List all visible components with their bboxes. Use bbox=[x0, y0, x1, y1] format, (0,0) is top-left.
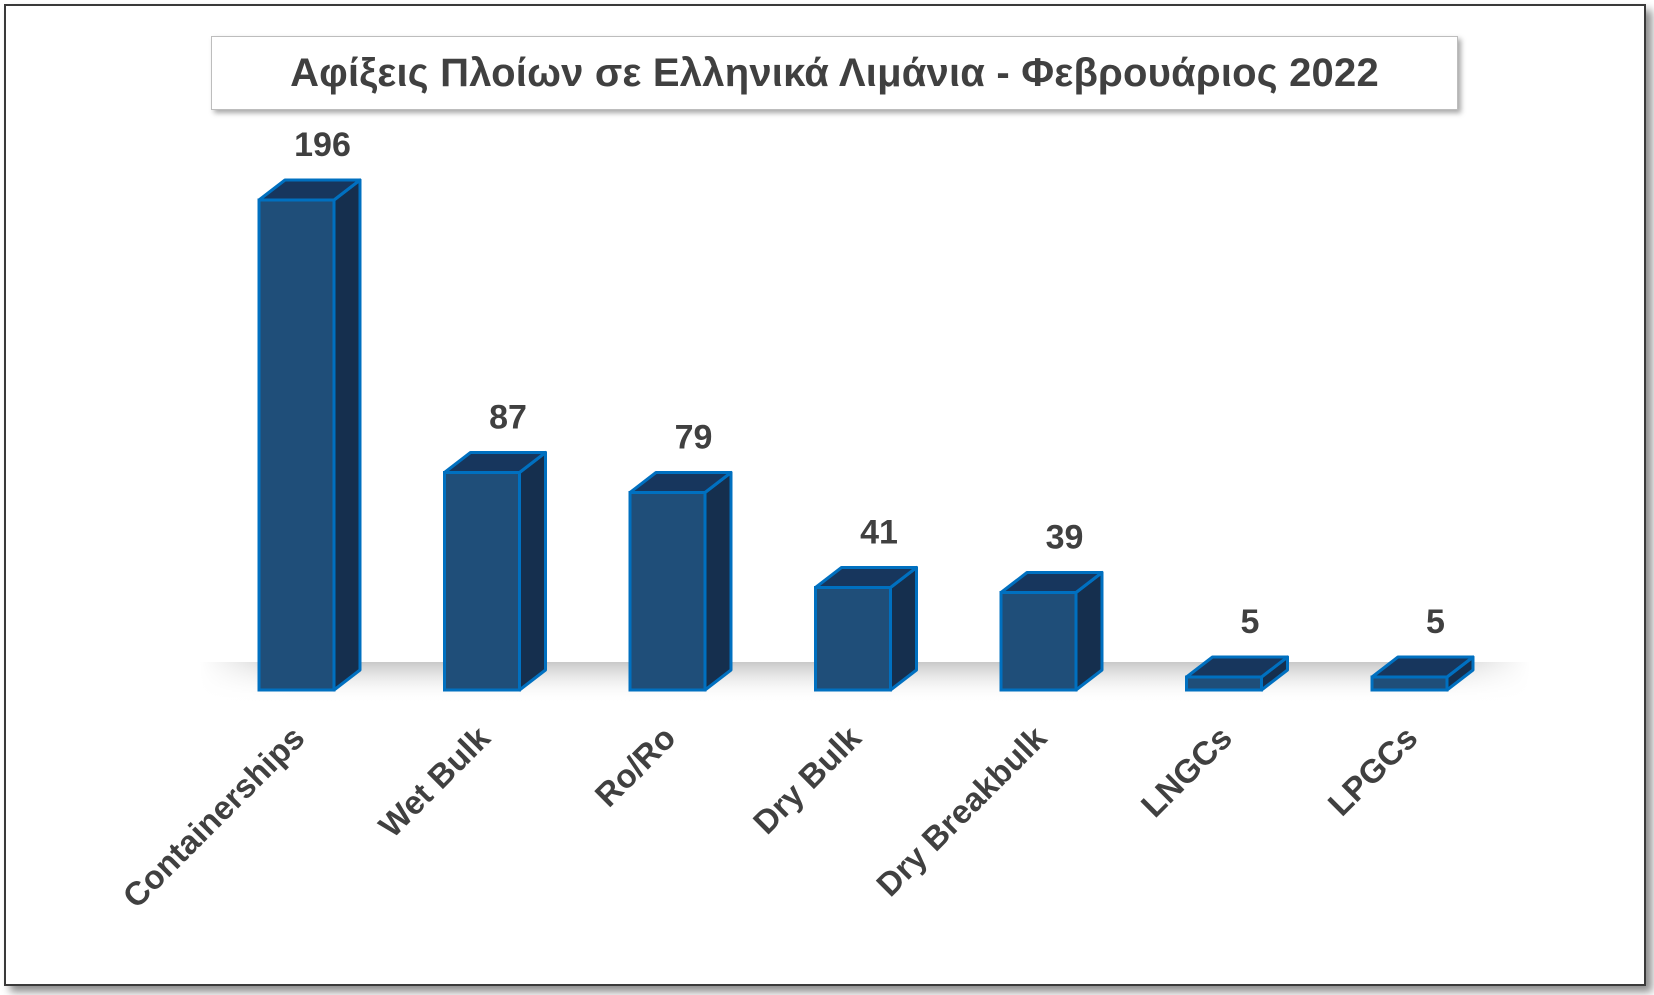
data-label: 5 bbox=[1426, 603, 1445, 641]
bar-side bbox=[518, 451, 547, 692]
x-tick-label: LNGCs bbox=[1134, 719, 1239, 824]
data-label: 5 bbox=[1241, 603, 1260, 641]
bar bbox=[257, 178, 362, 692]
bar bbox=[1185, 655, 1289, 692]
bar-side bbox=[703, 471, 733, 692]
x-tick-label: Wet Bulk bbox=[371, 718, 497, 844]
bar-front bbox=[257, 198, 336, 692]
bar bbox=[628, 471, 733, 692]
bar-front bbox=[814, 586, 892, 692]
bar-side bbox=[332, 178, 362, 692]
x-tick-label: LPGCs bbox=[1320, 719, 1424, 823]
bar-front bbox=[999, 591, 1078, 692]
data-label: 196 bbox=[294, 126, 351, 164]
x-tick-label: Containerships bbox=[115, 719, 311, 915]
data-label: 39 bbox=[1046, 519, 1084, 557]
bar-front bbox=[628, 491, 707, 692]
data-label: 41 bbox=[860, 514, 898, 552]
data-label: 79 bbox=[675, 419, 713, 457]
chart-title: Αφίξεις Πλοίων σε Ελληνικά Λιμάνια - Φεβ… bbox=[290, 50, 1379, 95]
x-tick-label: Dry Bulk bbox=[746, 718, 869, 841]
x-tick-label: Dry Breakbulk bbox=[869, 718, 1054, 903]
data-label: 87 bbox=[489, 399, 527, 437]
bar bbox=[1370, 655, 1475, 692]
x-tick-label: Ro/Ro bbox=[588, 719, 683, 814]
bar-front bbox=[1185, 675, 1263, 692]
bar bbox=[814, 566, 918, 692]
bar bbox=[999, 571, 1104, 692]
bar-front bbox=[1370, 675, 1449, 692]
chart-title-box: Αφίξεις Πλοίων σε Ελληνικά Λιμάνια - Φεβ… bbox=[211, 36, 1458, 110]
bar-front bbox=[443, 471, 521, 692]
bar bbox=[443, 451, 547, 692]
